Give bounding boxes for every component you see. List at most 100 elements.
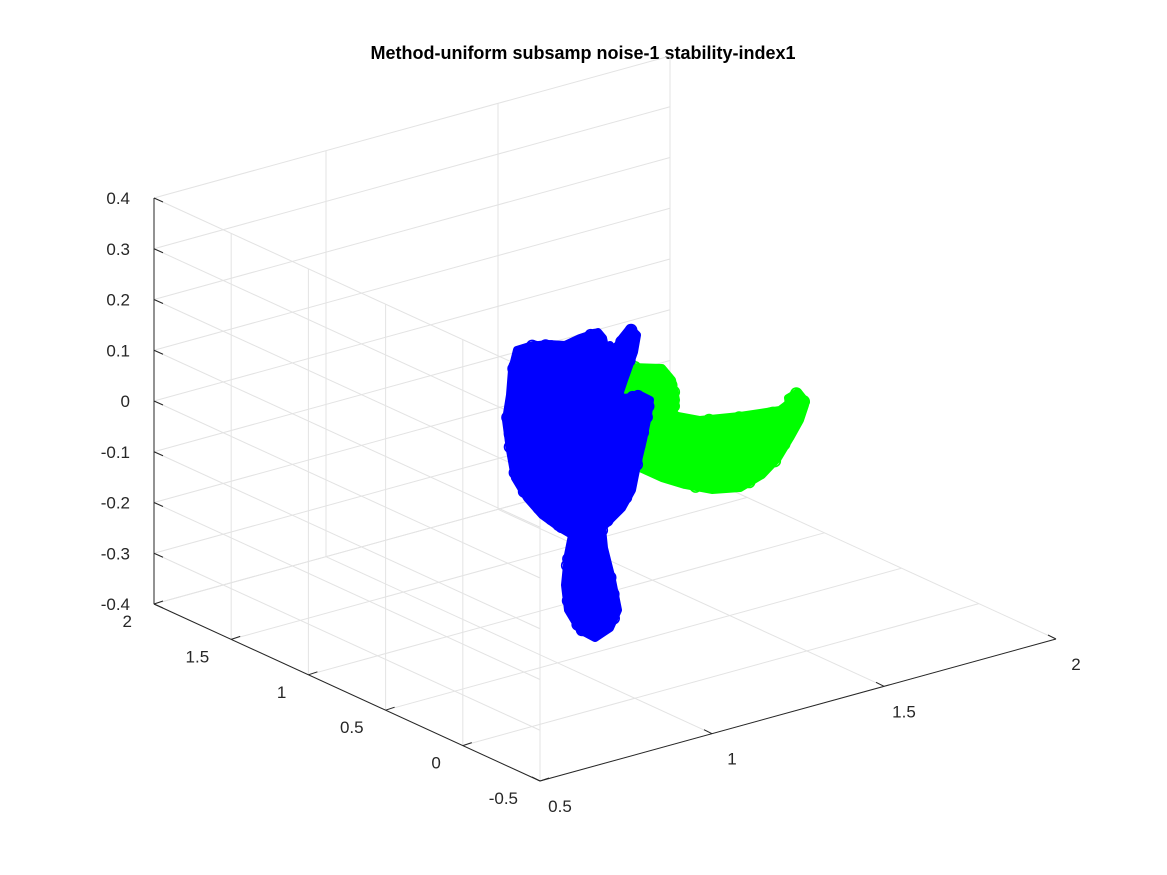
blue-point [612,434,626,448]
blue-point [508,359,522,373]
blue-point [581,359,594,373]
z-tick-label: 0.1 [106,341,130,360]
z-tick-label: 0 [121,392,130,411]
blue-point [606,587,620,601]
green-point [698,458,712,471]
blue-point [605,491,618,505]
green-point [647,456,660,469]
green-point [715,434,729,448]
blue-point [542,376,556,390]
grid-line [153,552,541,731]
green-point [632,363,646,377]
y-tick-label: 2 [123,612,132,631]
blue-point [548,491,562,504]
blue-point [611,365,625,378]
blue-point [562,354,576,367]
green-point [661,383,675,397]
blue-point [612,347,626,361]
z-tick-mark [153,349,164,355]
blue-point [640,410,653,424]
blue-point [575,623,589,637]
green-point [747,446,761,460]
blue-point [573,427,587,441]
blue-point [621,434,634,448]
blue-point [525,342,538,356]
grid-line [325,556,713,735]
blue-point [551,476,564,490]
blue-point [591,513,604,527]
blue-point [552,434,566,448]
blue-point [596,612,610,625]
green-point [661,437,674,451]
green-point [764,407,777,420]
green-point [665,458,678,472]
blue-point [611,387,624,401]
blue-point [608,374,622,388]
grid-line [153,207,671,351]
z-tick-mark [153,248,164,254]
grid-line [153,451,541,630]
z-tick-mark [153,552,164,558]
grid-line [462,603,979,747]
blue-point [531,486,545,500]
blue-point [516,465,530,479]
blue-point [552,444,566,457]
blue-point [603,447,617,460]
blue-point [598,480,612,494]
green-point [731,475,745,488]
blue-point [556,476,570,490]
green-point [650,424,663,438]
blue-point [577,464,591,478]
x-tick-label: 0.5 [548,797,572,816]
green-point [753,411,766,425]
blue-point [605,456,619,470]
blue-point [593,347,606,361]
blue-point [577,430,590,444]
green-point [769,432,783,445]
blue-point [532,426,545,439]
blue-point [619,440,633,454]
blue-point [543,492,557,505]
green-point [769,428,783,442]
green-point [777,430,791,444]
blue-point [509,388,522,402]
blue-point [563,578,576,592]
green-point [702,413,716,427]
blue-point [513,447,527,460]
blue-point [584,328,598,342]
blue-point [541,391,555,404]
blue-point [517,485,531,498]
green-point [741,467,755,481]
blue-point [603,600,617,613]
green-point [760,457,774,471]
blue-point [588,362,601,376]
z-tick-label: -0.3 [101,544,130,563]
x-axis-line [539,638,1057,782]
blue-point [626,446,639,460]
blue-point [543,470,557,483]
x-tick-mark [1047,634,1057,640]
grid-line [153,258,671,402]
blue-point [545,378,558,392]
blue-point [540,449,554,463]
blue-point [599,585,613,598]
x-tick-label: 2 [1071,655,1080,674]
blue-point [592,434,606,447]
blue-point [585,568,599,582]
blue-point [518,350,532,364]
green-point [667,439,681,453]
blue-point [552,518,565,532]
green-point [752,419,765,432]
blue-point [590,383,603,396]
blue-point [583,392,597,406]
grid-line [153,502,541,680]
z-tick-label: -0.4 [101,595,130,614]
blue-point [593,340,606,354]
y-tick-label: 1 [277,683,286,702]
z-tick-mark [153,299,164,304]
green-point [641,379,655,392]
blue-point [589,560,603,574]
blue-point [631,418,645,432]
blue-point [516,349,530,362]
blue-point [611,502,624,516]
